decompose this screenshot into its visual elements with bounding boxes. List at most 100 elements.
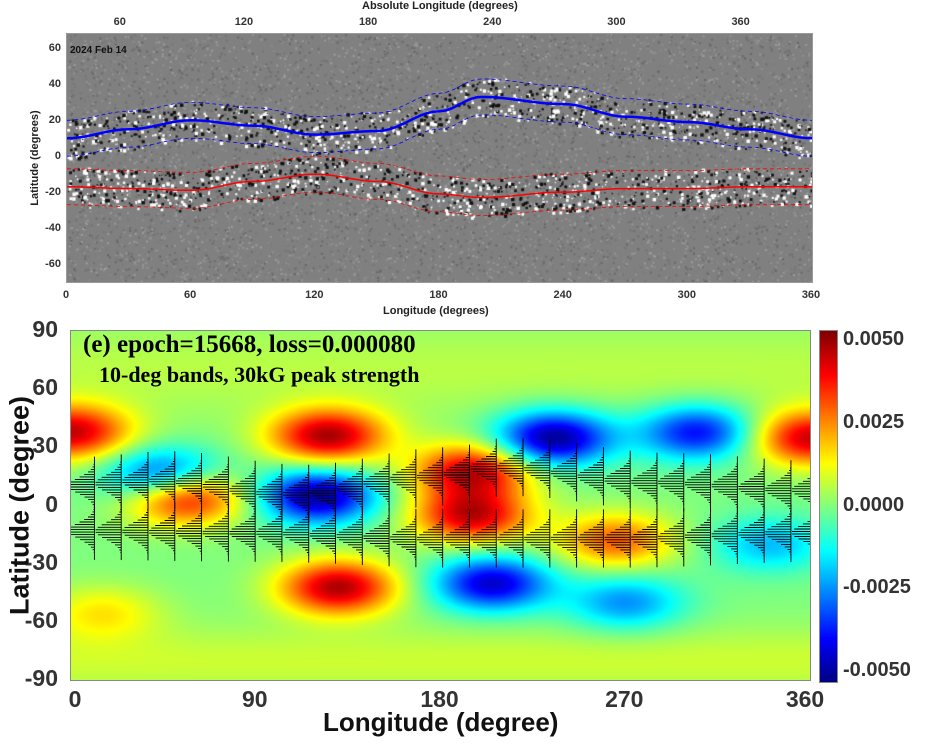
annotation-line1: (e) epoch=15668, loss=0.000080 (83, 331, 416, 358)
south-band-profile-glyph (336, 506, 363, 566)
south-band-profile-glyph (631, 508, 658, 568)
south-band-profile-glyph (283, 504, 310, 564)
x-tick-label: 360 (785, 686, 825, 712)
y-tick-label: -40 (45, 221, 61, 234)
top-x-tick-label: 360 (731, 16, 750, 28)
x-tick-label: 120 (305, 289, 324, 301)
north-band-profile-glyph (336, 458, 363, 518)
south-band-profile-glyph (470, 509, 497, 568)
north-band-profile-glyph (202, 456, 229, 516)
top-y-axis-label: Latitude (degrees) (29, 110, 41, 206)
x-tick-label: 270 (605, 686, 644, 712)
x-tick-label: 360 (801, 289, 821, 301)
y-tick-label: 60 (48, 42, 61, 55)
y-tick-label: 30 (32, 432, 58, 459)
north-band-profile-glyph (283, 464, 310, 524)
north-band-center-line (67, 95, 812, 140)
magnetogram-image (67, 34, 812, 282)
north-band-profile-glyph (229, 460, 256, 520)
annotation-line2: 10-deg bands, 30kG peak strength (99, 362, 420, 387)
y-tick-label: -20 (45, 185, 61, 198)
south-band-profile-glyph (738, 504, 765, 564)
top-x-tick-label: 300 (607, 16, 626, 28)
south-band-edge-line (67, 155, 812, 181)
y-tick-label: -30 (24, 548, 58, 575)
north-band-profile-glyph (550, 443, 578, 502)
y-tick-label: 0 (45, 490, 58, 517)
north-band-profile-glyph (470, 438, 497, 498)
north-band-profile-glyph (122, 451, 149, 511)
heatmap-image (71, 331, 810, 680)
magnetogram-plot: 2024 Feb 14 (66, 33, 813, 283)
x-tick-label: 180 (420, 686, 459, 712)
south-band-profile-glyph (95, 501, 122, 561)
y-tick-label: 0 (54, 150, 61, 162)
south-band-profile-glyph (765, 503, 792, 563)
north-band-profile-glyph (363, 453, 390, 513)
x-tick-label: 300 (677, 289, 696, 301)
south-band-profile-glyph (71, 501, 95, 561)
y-tick-label: -60 (45, 257, 61, 270)
south-band-profile-glyph (229, 503, 256, 563)
x-tick-label: 0 (62, 289, 70, 301)
north-band-profile-glyph (604, 450, 631, 510)
north-band-profile-glyph (390, 449, 417, 508)
north-band-profile-glyph (524, 439, 551, 499)
top-x-tick-label: 120 (234, 16, 254, 28)
x-tick-label: 60 (184, 289, 197, 301)
south-band-profile-glyph (309, 505, 336, 565)
south-band-profile-glyph (363, 507, 390, 567)
top-x-axis-label: Longitude (degrees) (383, 305, 489, 317)
north-band-profile-glyph (738, 458, 765, 518)
north-band-profile-glyph (149, 450, 176, 510)
north-band-profile-glyph (416, 447, 444, 506)
north-band-profile-glyph (443, 444, 470, 504)
date-label: 2024 Feb 14 (70, 45, 127, 56)
north-band-profile-glyph (711, 456, 738, 515)
y-tick-label: -90 (24, 665, 58, 691)
colorbar-tick-label: 0.0050 (843, 327, 905, 350)
y-tick-label: 90 (32, 316, 58, 342)
north-band-profile-glyph (765, 460, 792, 519)
top-x-axis-title: Absolute Longitude (degrees) (362, 0, 518, 12)
top-x-tick-label: 240 (483, 16, 502, 28)
north-band-profile-glyph (792, 478, 810, 502)
x-tick-label: 0 (68, 686, 82, 712)
north-band-profile-glyph (577, 446, 604, 506)
south-band-profile-glyph (202, 503, 229, 563)
colorbar-tick-label: -0.0025 (843, 576, 911, 599)
south-band-profile-glyph (149, 502, 176, 562)
south-band-profile-glyph (443, 509, 470, 568)
x-tick-label: 180 (429, 289, 448, 301)
north-band-profile-glyph (631, 452, 658, 512)
y-tick-label: 20 (48, 114, 61, 127)
x-tick-label: 90 (241, 686, 268, 712)
top-x-tick-label: 180 (358, 16, 378, 28)
south-band-profile-glyph (711, 505, 738, 565)
band-curves (67, 78, 812, 216)
south-band-center-line (67, 173, 812, 199)
south-band-profile-glyph (256, 503, 283, 563)
south-band-edge-line (67, 191, 812, 216)
north-band-profile-glyph (309, 462, 336, 522)
south-band-profile-glyph (577, 509, 604, 568)
y-tick-label: -60 (24, 606, 58, 633)
south-band-profile-glyph (416, 509, 444, 568)
y-tick-label: 40 (48, 78, 61, 91)
heatmap-plot: (e) epoch=15668, loss=0.000080 10-deg ba… (70, 330, 811, 681)
x-tick-label: 240 (553, 289, 572, 301)
south-band-profile-glyph (390, 508, 417, 568)
colorbar-tick-label: 0.0000 (843, 493, 905, 516)
north-band-profile-glyph (658, 452, 685, 512)
bottom-y-axis-label: Latitude (degree) (4, 395, 35, 616)
top-x-tick-label: 60 (113, 16, 126, 28)
north-band-edge-line (67, 78, 812, 121)
north-band-profile-glyph (175, 452, 203, 512)
south-band-profile-glyph (175, 502, 203, 562)
band-profile-glyphs (71, 437, 810, 568)
north-band-profile-glyph (684, 454, 712, 513)
colorbar (819, 330, 838, 683)
north-band-profile-glyph (497, 437, 524, 497)
y-tick-label: 60 (32, 374, 58, 401)
south-band-profile-glyph (658, 508, 685, 567)
